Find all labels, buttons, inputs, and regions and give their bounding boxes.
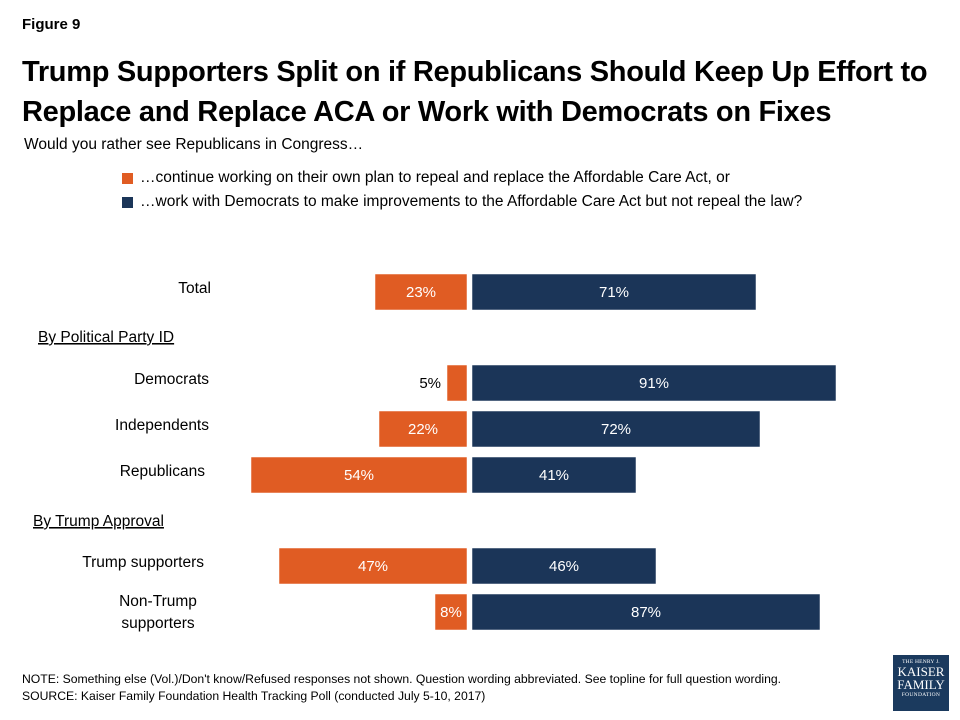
category-label: Non-Trump [119, 593, 197, 610]
logo-line2b: FAMILY [897, 677, 945, 692]
logo-line1: THE HENRY J. [902, 659, 940, 665]
figure-label: Figure 9 [22, 16, 81, 33]
data-label-own-plan: 8% [440, 604, 462, 621]
data-label-work-with-democrats: 91% [639, 375, 669, 392]
bar-own-plan [446, 364, 468, 402]
legend-label-own-plan: …continue working on their own plan to r… [140, 169, 730, 186]
legend-swatch-work-with-democrats [122, 197, 133, 208]
data-label-work-with-democrats: 46% [549, 558, 579, 575]
legend-label-work-with-democrats: …work with Democrats to make improvement… [140, 193, 803, 210]
data-label-work-with-democrats: 72% [601, 421, 631, 438]
category-label: Independents [115, 417, 209, 434]
legend-item-own-plan: …continue working on their own plan to r… [122, 168, 802, 192]
bar-own-plan [434, 593, 468, 631]
bar-work-with-democrats [471, 547, 657, 585]
data-label-own-plan: 23% [406, 284, 436, 301]
chart-subtitle: Would you rather see Republicans in Cong… [24, 136, 364, 153]
bar-work-with-democrats [471, 410, 761, 448]
chart-title: Trump Supporters Split on if Republicans… [22, 56, 928, 128]
category-label: Trump supporters [82, 554, 204, 571]
note-text: NOTE: Something else (Vol.)/Don't know/R… [22, 672, 782, 686]
bar-own-plan [278, 547, 468, 585]
bar-own-plan [250, 456, 468, 494]
legend-item-work-with-democrats: …work with Democrats to make improvement… [122, 192, 802, 216]
bar-work-with-democrats [471, 456, 637, 494]
kaiser-logo: THE HENRY J. KAISER FAMILY FOUNDATION [893, 655, 949, 711]
bar-chart: By Political Party ID By Trump Approval To… [33, 273, 837, 632]
logo-line3: FOUNDATION [901, 692, 941, 698]
bar-own-plan [374, 273, 468, 311]
bar-work-with-democrats [471, 593, 821, 631]
footnote: NOTE: Something else (Vol.)/Don't know/R… [22, 671, 882, 705]
group-header: By Trump Approval [33, 513, 164, 530]
data-label-own-plan: 22% [408, 421, 438, 438]
category-label: Democrats [134, 371, 209, 388]
data-label-work-with-democrats: 87% [631, 604, 661, 621]
data-label-work-with-democrats: 71% [599, 284, 629, 301]
bar-work-with-democrats [471, 364, 837, 402]
legend-swatch-own-plan [122, 173, 133, 184]
category-label: Total [178, 280, 211, 297]
data-label-own-plan: 47% [358, 558, 388, 575]
data-label-own-plan: 5% [419, 375, 441, 392]
category-label: supporters [121, 615, 194, 632]
legend: …continue working on their own plan to r… [122, 168, 802, 216]
data-label-own-plan: 54% [344, 467, 374, 484]
source-text: SOURCE: Kaiser Family Foundation Health … [22, 689, 486, 703]
logo-line2a: KAISER [897, 664, 945, 679]
bar-own-plan [378, 410, 468, 448]
group-header: By Political Party ID [38, 329, 174, 346]
data-label-work-with-democrats: 41% [539, 467, 569, 484]
category-label: Republicans [120, 463, 206, 480]
bar-work-with-democrats [471, 273, 757, 311]
